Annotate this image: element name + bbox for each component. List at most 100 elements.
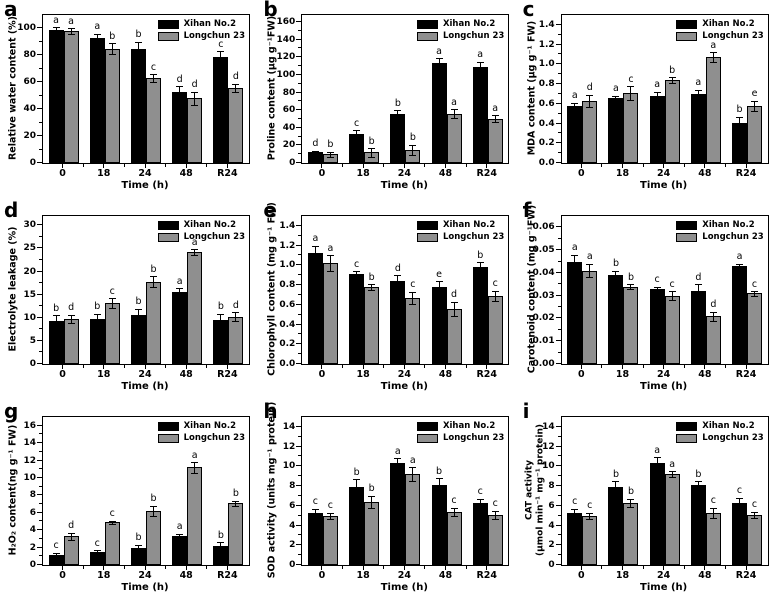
y-tick bbox=[555, 162, 561, 163]
sig-letter: b bbox=[135, 532, 142, 544]
x-minor-tick bbox=[465, 566, 467, 569]
y-tick-label: 0 bbox=[289, 560, 296, 570]
sig-letter: a bbox=[327, 242, 334, 254]
error-bar-cap-bottom bbox=[150, 516, 157, 518]
y-minor-tick bbox=[298, 65, 302, 67]
y-tick bbox=[555, 294, 561, 296]
error-bar-cap-bottom bbox=[368, 507, 376, 509]
y-minor-tick bbox=[557, 514, 561, 516]
y-minor-tick bbox=[39, 258, 42, 260]
x-minor-tick bbox=[642, 365, 644, 368]
sig-letter: a bbox=[409, 454, 416, 466]
error-bar-cap-top bbox=[93, 33, 101, 35]
x-minor-tick bbox=[601, 365, 603, 368]
error-bar-cap-bottom bbox=[108, 524, 116, 526]
y-tick bbox=[555, 340, 561, 342]
y-minor-tick bbox=[298, 455, 302, 457]
sig-letter: c bbox=[669, 278, 675, 290]
x-tick bbox=[663, 566, 665, 570]
y-tick-label: 4 bbox=[289, 520, 296, 531]
y-minor-tick bbox=[557, 534, 561, 536]
error-bar bbox=[356, 479, 358, 495]
legend-item: Longchun 23 bbox=[157, 30, 245, 42]
panel-g: g H₂O₂ content(ng g⁻¹ FW) c c b a b d c b a b Xihan … bbox=[0, 399, 259, 603]
x-tick-label: 24 bbox=[397, 369, 411, 380]
error-bar bbox=[479, 61, 481, 73]
error-bar bbox=[412, 467, 414, 482]
error-bar-cap-bottom bbox=[232, 91, 240, 93]
x-tick bbox=[103, 566, 105, 570]
sig-letter: c bbox=[410, 279, 416, 291]
x-tick-label: 24 bbox=[397, 570, 411, 581]
sig-letter: d bbox=[710, 299, 717, 311]
error-bar-cap-bottom bbox=[751, 517, 759, 519]
sig-letter: b bbox=[353, 466, 360, 478]
sig-letter: c bbox=[354, 258, 360, 270]
y-tick-label: 10 bbox=[542, 461, 555, 472]
error-bar-cap-top bbox=[653, 457, 661, 459]
sig-letter: a bbox=[477, 49, 484, 61]
y-minor-tick bbox=[298, 117, 302, 119]
error-bar-cap-bottom bbox=[571, 108, 579, 110]
legend-swatch-gray bbox=[416, 232, 438, 242]
error-bar-cap-bottom bbox=[353, 494, 361, 496]
y-minor-tick bbox=[298, 313, 302, 315]
legend-swatch-gray bbox=[676, 31, 698, 41]
y-minor-tick bbox=[298, 254, 302, 256]
sig-letter: a bbox=[451, 96, 457, 108]
error-bar-cap-bottom bbox=[450, 118, 458, 120]
bar-xihan-no2 bbox=[307, 512, 323, 565]
y-minor-tick bbox=[557, 455, 561, 457]
error-bar bbox=[479, 498, 481, 507]
panel-b: b Proline content (μg g⁻¹FW) d c b a a b b b a a Xih… bbox=[259, 0, 518, 201]
legend-label: Longchun 23 bbox=[442, 232, 505, 242]
legend-item: Xihan No.2 bbox=[157, 18, 245, 30]
error-bar bbox=[96, 550, 98, 554]
y-tick bbox=[37, 424, 42, 426]
sig-letter: a bbox=[654, 444, 661, 456]
y-tick bbox=[296, 504, 302, 506]
plot-area: a a a a b d c b a e Xihan No.2 Longchun 23 bbox=[560, 14, 769, 164]
y-tick-label: 160 bbox=[276, 17, 296, 28]
y-tick bbox=[37, 162, 42, 163]
error-bar bbox=[589, 263, 591, 278]
legend: Xihan No.2 Longchun 23 bbox=[676, 18, 764, 42]
error-bar bbox=[194, 249, 196, 255]
error-bar-cap-bottom bbox=[232, 321, 240, 323]
error-bar bbox=[453, 507, 455, 516]
error-bar-cap-top bbox=[108, 298, 116, 300]
sig-letter: a bbox=[53, 14, 59, 26]
panel-letter: c bbox=[522, 0, 535, 21]
y-tick bbox=[296, 56, 302, 58]
error-bar-cap-bottom bbox=[627, 99, 635, 101]
x-tick-label: 0 bbox=[318, 168, 326, 179]
legend: Xihan No.2 Longchun 23 bbox=[157, 219, 245, 243]
sig-letter: b bbox=[135, 29, 142, 41]
x-tick-label: 48 bbox=[698, 369, 712, 380]
sig-letter: d bbox=[176, 73, 183, 85]
error-bar-cap-top bbox=[368, 495, 376, 497]
error-bar-cap-bottom bbox=[668, 477, 676, 479]
error-bar-cap-top bbox=[435, 478, 443, 480]
error-bar-cap-bottom bbox=[217, 62, 225, 64]
y-tick-label: 1.0 bbox=[279, 260, 296, 271]
y-tick-label: 120 bbox=[276, 52, 296, 63]
error-bar-cap-bottom bbox=[571, 516, 579, 518]
error-bar-cap-bottom bbox=[476, 72, 484, 74]
error-bar bbox=[371, 148, 373, 157]
y-tick bbox=[555, 544, 561, 546]
y-minor-tick bbox=[557, 435, 561, 437]
error-bar-cap-bottom bbox=[476, 272, 484, 274]
error-bar bbox=[356, 130, 358, 138]
y-tick-label: 10 bbox=[282, 461, 296, 472]
y-tick-label: 25 bbox=[23, 243, 36, 254]
error-bar bbox=[412, 144, 414, 156]
error-bar bbox=[479, 262, 481, 273]
y-tick bbox=[296, 465, 302, 467]
bar-longchun-23 bbox=[187, 252, 203, 364]
error-bar-cap-top bbox=[176, 533, 184, 535]
x-tick-label: R24 bbox=[476, 168, 497, 179]
y-tick bbox=[296, 144, 302, 146]
x-minor-tick bbox=[165, 365, 167, 368]
y-tick bbox=[296, 323, 302, 325]
